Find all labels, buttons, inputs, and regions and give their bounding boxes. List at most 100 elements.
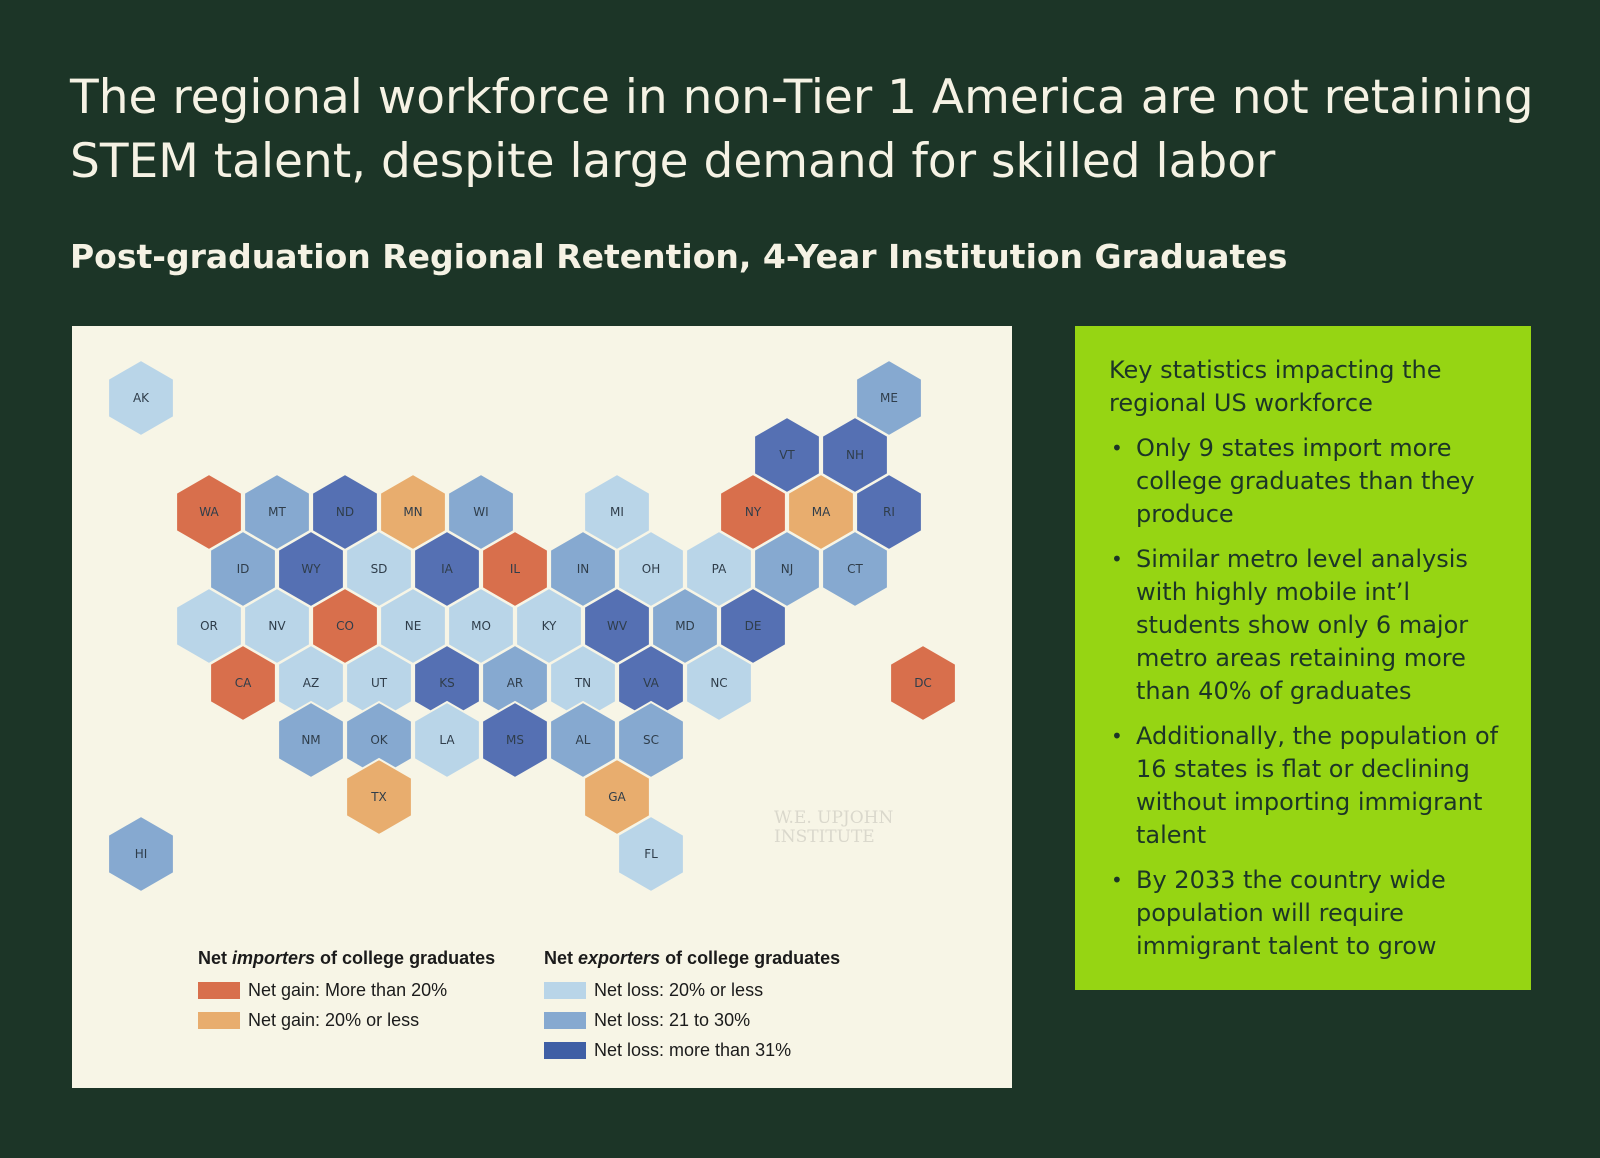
state-label: TN <box>574 676 591 690</box>
state-hex-ar: AR <box>481 643 549 723</box>
state-label: ID <box>237 562 250 576</box>
legend-item: Net loss: 20% or less <box>544 975 840 1005</box>
stats-heading: Key statistics impacting the regional US… <box>1109 356 1442 417</box>
state-label: CO <box>336 619 354 633</box>
state-hex-shape <box>787 472 855 552</box>
state-label: MS <box>506 733 524 747</box>
legend-item: Net loss: more than 31% <box>544 1035 840 1065</box>
legend-item: Net gain: More than 20% <box>198 975 495 1005</box>
state-hex-shape <box>243 472 311 552</box>
state-label: AZ <box>303 676 319 690</box>
state-hex-mn: MN <box>379 472 447 552</box>
legend-label: Net gain: More than 20% <box>248 979 448 1000</box>
state-hex-shape <box>651 586 719 666</box>
state-hex-de: DE <box>719 586 787 666</box>
legend-swatch-gain-high <box>198 981 240 999</box>
state-hex-me: ME <box>855 358 923 438</box>
state-hex-shape <box>855 472 923 552</box>
state-label: ND <box>336 505 354 519</box>
state-hex-shape <box>719 586 787 666</box>
legend-importers: Net importers of college graduates Net g… <box>198 948 495 1035</box>
state-label: IL <box>510 562 521 576</box>
state-hex-mt: MT <box>243 472 311 552</box>
legend-swatch-gain-low <box>198 1011 240 1029</box>
state-hex-ri: RI <box>855 472 923 552</box>
state-label: WY <box>301 562 321 576</box>
state-label: SD <box>371 562 388 576</box>
state-hex-shape <box>413 529 481 609</box>
state-hex-nm: NM <box>277 700 345 780</box>
state-label: KS <box>439 676 455 690</box>
state-hex-shape <box>583 586 651 666</box>
state-hex-shape <box>719 472 787 552</box>
state-label: LA <box>439 733 455 747</box>
state-hex-wy: WY <box>277 529 345 609</box>
state-label: NV <box>268 619 286 633</box>
state-hex-sd: SD <box>345 529 413 609</box>
state-hex-shape <box>753 415 821 495</box>
state-hex-shape <box>175 586 243 666</box>
state-hex-nj: NJ <box>753 529 821 609</box>
state-label: FL <box>644 847 658 861</box>
state-hex-shape <box>277 700 345 780</box>
stats-item: Additionally, the population of 16 state… <box>1109 720 1511 852</box>
state-hex-shape <box>209 643 277 723</box>
state-hex-shape <box>379 472 447 552</box>
state-label: NE <box>405 619 422 633</box>
state-label: NM <box>301 733 320 747</box>
state-label: NY <box>745 505 762 519</box>
state-hex-nv: NV <box>243 586 311 666</box>
state-hex-ca: CA <box>209 643 277 723</box>
state-hex-oh: OH <box>617 529 685 609</box>
legend-label: Net loss: 21 to 30% <box>594 1009 751 1030</box>
state-label: NH <box>846 448 864 462</box>
state-hex-fl: FL <box>617 814 685 894</box>
state-hex-shape <box>617 529 685 609</box>
state-hex-shape <box>753 529 821 609</box>
state-label: ME <box>880 391 898 405</box>
state-hex-id: ID <box>209 529 277 609</box>
state-hex-shape <box>447 472 515 552</box>
state-hex-hi: HI <box>107 814 175 894</box>
state-hex-shape <box>889 643 957 723</box>
state-hex-shape <box>515 586 583 666</box>
state-hex-tx: TX <box>345 757 413 837</box>
state-hex-la: LA <box>413 700 481 780</box>
legend-swatch-loss-mid <box>544 1011 586 1029</box>
state-hex-shape <box>175 472 243 552</box>
upjohn-watermark: W.E. UPJOHN INSTITUTE <box>774 809 893 847</box>
legend-swatch-loss-high <box>544 1041 586 1059</box>
state-label: WI <box>473 505 488 519</box>
state-hex-ne: NE <box>379 586 447 666</box>
state-hex-shape <box>345 529 413 609</box>
legend-exporters-title: Net exporters of college graduates <box>544 948 841 968</box>
state-label: DC <box>914 676 932 690</box>
hex-map-panel: AK ME VT NH WA MT ND MN WI MI NY MA RI ID WY SD IA IL IN OH… <box>72 326 1012 1088</box>
state-hex-shape <box>821 529 889 609</box>
state-hex-co: CO <box>311 586 379 666</box>
state-hex-shape <box>379 586 447 666</box>
key-statistics-panel: Key statistics impacting the regional US… <box>1075 326 1531 990</box>
state-hex-ok: OK <box>345 700 413 780</box>
state-hex-ak: AK <box>107 358 175 438</box>
state-label: KY <box>542 619 557 633</box>
state-label: IN <box>577 562 590 576</box>
state-label: AL <box>576 733 591 747</box>
state-label: GA <box>608 790 626 804</box>
state-label: UT <box>371 676 388 690</box>
state-hex-shape <box>107 814 175 894</box>
state-hex-ny: NY <box>719 472 787 552</box>
state-hex-shape <box>821 415 889 495</box>
state-label: CT <box>847 562 863 576</box>
state-hex-shape <box>107 358 175 438</box>
state-hex-shape <box>685 529 753 609</box>
state-label: MA <box>812 505 831 519</box>
legend-label: Net loss: more than 31% <box>594 1039 792 1060</box>
legend-swatch-loss-low <box>544 981 586 999</box>
state-label: WA <box>199 505 219 519</box>
state-hex-shape <box>243 586 311 666</box>
state-hex-in: IN <box>549 529 617 609</box>
state-hex-mo: MO <box>447 586 515 666</box>
state-hex-shape <box>583 472 651 552</box>
state-hex-il: IL <box>481 529 549 609</box>
